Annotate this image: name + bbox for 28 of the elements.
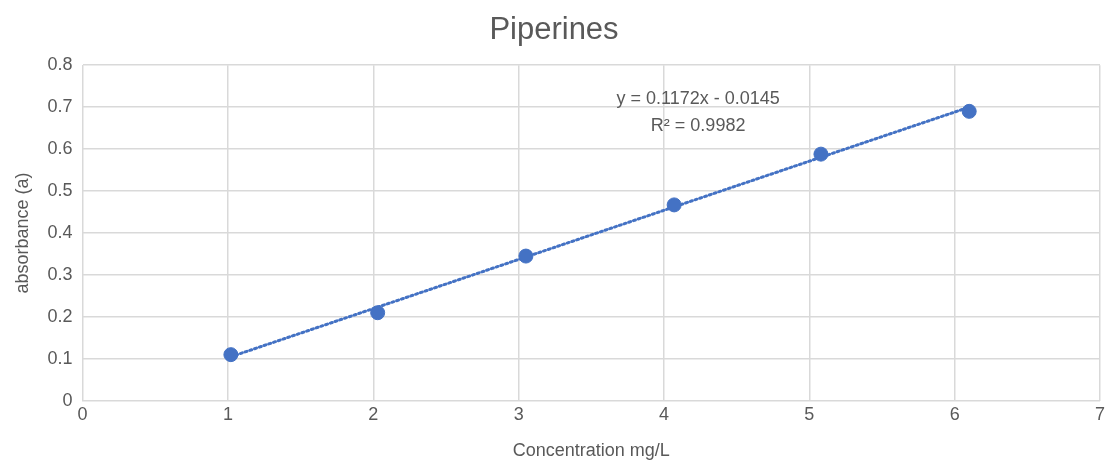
point (223, 347, 239, 363)
x-tick-label: 0 (77, 403, 88, 424)
y-tick-label: 0.2 (47, 305, 73, 326)
y-tick-label: 0.6 (47, 138, 73, 159)
y-tick-label: 0.7 (47, 96, 73, 117)
chart-title: Piperines (489, 11, 619, 47)
point (961, 103, 977, 119)
point (666, 197, 682, 213)
x-tick-label: 5 (804, 403, 815, 424)
annotation: y = 0.1172x - 0.0145 (616, 88, 780, 109)
x-tick-label: 4 (658, 403, 669, 424)
y-tick-label: 0.4 (47, 221, 73, 242)
x-tick-label: 2 (368, 403, 379, 424)
y-tick-label: 0.5 (47, 180, 73, 201)
point (370, 305, 386, 321)
x-axis-title: Concentration mg/L (512, 440, 670, 461)
y-tick-label: 0 (62, 389, 73, 410)
x-tick-label: 1 (222, 403, 233, 424)
x-tick-label: 6 (949, 403, 960, 424)
y-tick-label: 0.3 (47, 263, 73, 284)
annotation: R² = 0.9982 (650, 115, 746, 136)
y-axis-title: absorbance (a) (11, 172, 32, 294)
point (518, 248, 534, 264)
point (813, 146, 829, 162)
y-tick-label: 0.8 (47, 54, 73, 75)
x-tick-label: 7 (1094, 403, 1106, 424)
x-tick-label: 3 (513, 403, 524, 424)
y-tick-label: 0.1 (47, 347, 73, 368)
